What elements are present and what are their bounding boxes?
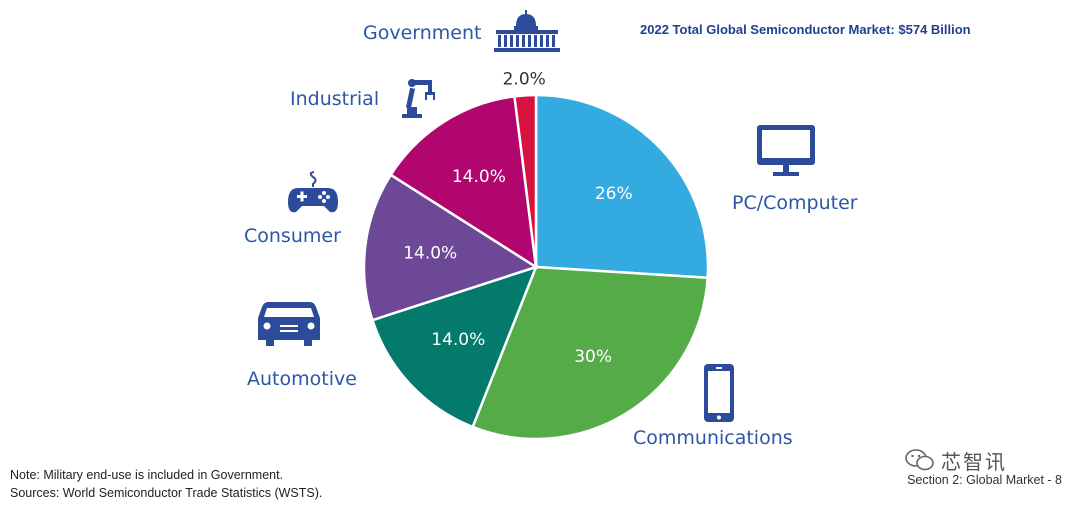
slice-label-communications: 30%	[574, 347, 612, 367]
pie-slice-government	[513, 93, 538, 268]
gamepad-icon	[288, 171, 338, 213]
slice-label-government: 2.0%	[503, 69, 546, 89]
slice-label-consumer: 14.0%	[403, 244, 457, 264]
car-icon	[258, 302, 320, 346]
pie-slice-communications	[471, 265, 709, 441]
label-industrial: Industrial	[290, 88, 380, 110]
label-government: Government	[363, 22, 482, 44]
pie-slice-consumer	[362, 173, 539, 322]
watermark: 芯智讯	[905, 446, 1007, 474]
watermark-text: 芯智讯	[941, 449, 1007, 474]
slice-label-industrial: 14.0%	[452, 167, 506, 187]
wechat-icon	[905, 449, 934, 471]
chart-title: 2022 Total Global Semiconductor Market: …	[640, 22, 971, 37]
monitor-icon	[757, 125, 815, 176]
pie-slice-industrial	[389, 94, 538, 270]
label-automotive: Automotive	[247, 368, 357, 390]
slice-label-pc: 26%	[595, 184, 633, 204]
slice-label-automotive: 14.0%	[431, 330, 485, 350]
label-consumer: Consumer	[244, 225, 341, 247]
smartphone-icon	[704, 364, 734, 422]
robot-arm-icon	[402, 79, 435, 118]
label-communications: Communications	[633, 427, 793, 449]
footer-section: Section 2: Global Market - 8	[907, 473, 1062, 487]
pie-slice-pc	[534, 93, 710, 280]
capitol-building-icon	[494, 10, 560, 52]
sources-text: Sources: World Semiconductor Trade Stati…	[10, 486, 323, 500]
label-pc-computer: PC/Computer	[732, 192, 858, 214]
note-text: Note: Military end-use is included in Go…	[10, 468, 284, 482]
